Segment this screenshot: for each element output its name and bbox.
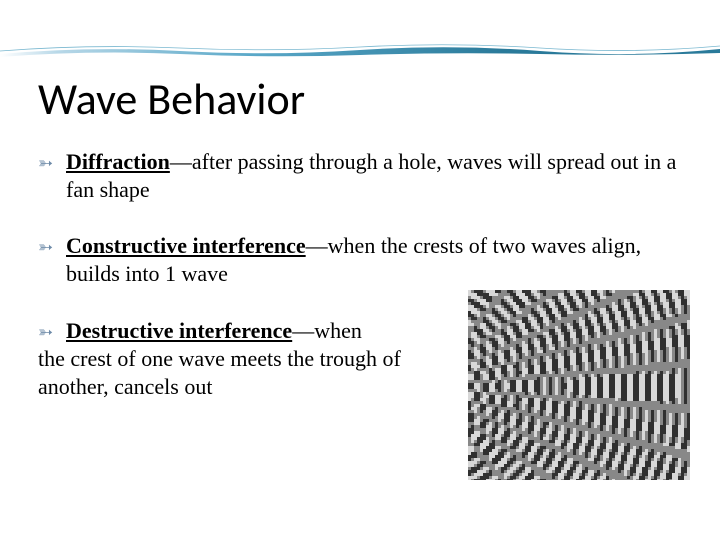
bullet-diffraction: ➳ Diffraction—after passing through a ho… xyxy=(38,148,682,204)
term-diffraction: Diffraction xyxy=(66,149,170,174)
term-destructive: Destructive interference xyxy=(66,318,292,343)
interference-pattern-image xyxy=(468,290,690,480)
def-destructive-first: —when xyxy=(292,318,362,343)
decorative-wave-border xyxy=(0,44,720,54)
slide-title: Wave Behavior xyxy=(38,72,682,126)
bullet-destructive: ➳ Destructive interference—when xyxy=(38,317,438,345)
bullet-icon: ➳ xyxy=(38,152,53,175)
term-constructive: Constructive interference xyxy=(66,233,306,258)
bullet-icon: ➳ xyxy=(38,321,53,344)
bullet-icon: ➳ xyxy=(38,236,53,259)
def-destructive-rest: the crest of one wave meets the trough o… xyxy=(38,345,438,401)
bullet-constructive: ➳ Constructive interference—when the cre… xyxy=(38,232,682,288)
